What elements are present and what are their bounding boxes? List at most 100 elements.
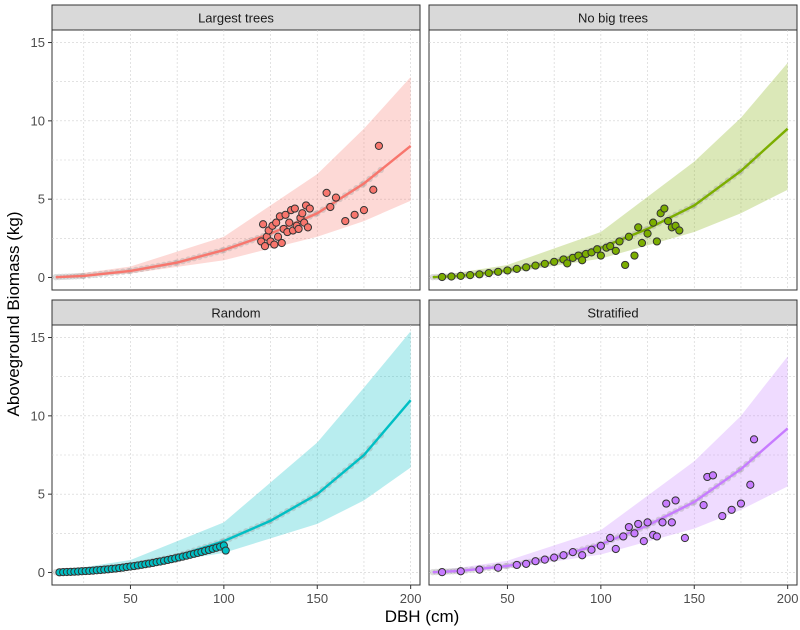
y-tick-label: 0	[38, 270, 45, 285]
sample-point	[634, 519, 643, 529]
sample-point	[512, 560, 521, 570]
sample-point	[578, 256, 587, 265]
sample-point	[662, 499, 671, 508]
sample-point	[611, 544, 620, 554]
sample-point	[593, 245, 602, 254]
x-tick-label: 100	[213, 591, 235, 606]
y-axis-title: Aboveground Biomass (kg)	[4, 211, 23, 416]
sample-point	[350, 210, 359, 219]
sample-point	[639, 537, 648, 546]
panel-title: Random	[211, 306, 260, 321]
sample-point	[522, 559, 531, 568]
x-tick-label: 200	[400, 591, 422, 606]
sample-point	[675, 226, 684, 235]
sample-point	[221, 546, 230, 555]
sample-point	[596, 541, 605, 550]
sample-point	[749, 435, 759, 444]
sample-point	[727, 505, 736, 514]
sample-point	[298, 209, 307, 218]
panel-largest-trees: Largest trees 0 5 10 15	[31, 4, 421, 291]
panel-strip	[51, 299, 421, 326]
sample-point	[359, 206, 369, 215]
sample-point	[637, 238, 647, 248]
sample-point	[540, 555, 549, 564]
panel-title: Largest trees	[198, 11, 274, 26]
x-axis-title: DBH (cm)	[385, 607, 460, 626]
sample-point	[559, 551, 568, 560]
sample-point	[643, 229, 652, 238]
y-tick-label: 10	[31, 408, 45, 423]
background-point	[429, 273, 436, 281]
sample-point	[624, 522, 633, 532]
sample-point	[621, 260, 630, 270]
sample-point	[587, 545, 596, 554]
sample-point	[475, 565, 484, 574]
panel-strip	[51, 4, 421, 31]
sample-point	[667, 518, 676, 527]
sample-point	[630, 529, 639, 538]
x-tick-label: 100	[590, 591, 612, 606]
sample-point	[746, 480, 755, 489]
sample-point	[680, 533, 690, 543]
x-tick-label: 50	[500, 591, 514, 606]
confidence-band	[432, 356, 788, 573]
sample-point	[718, 511, 727, 521]
sample-point	[260, 242, 270, 251]
sample-point	[708, 471, 718, 480]
fit-line	[55, 144, 412, 279]
y-tick-label: 15	[31, 35, 45, 50]
sample-point	[578, 551, 587, 560]
sample-point	[611, 246, 620, 255]
sample-point	[305, 204, 314, 213]
sample-point	[484, 268, 493, 278]
sample-point	[326, 202, 335, 212]
sample-point	[437, 272, 447, 282]
sample-point	[568, 548, 577, 557]
sample-point	[341, 216, 350, 226]
sample-point	[606, 242, 615, 251]
confidence-band	[55, 76, 411, 278]
sample-point	[369, 185, 378, 194]
sample-point	[456, 567, 465, 576]
sample-point	[596, 251, 605, 260]
sample-point	[630, 251, 639, 260]
panel-title: No big trees	[578, 11, 649, 26]
sample-point	[322, 188, 331, 197]
sample-point	[272, 218, 281, 227]
x-tick-label: 150	[306, 591, 328, 606]
x-tick-label: 150	[683, 591, 705, 606]
sample-point	[503, 266, 512, 275]
sample-point	[294, 224, 303, 234]
sample-point	[447, 272, 456, 281]
sample-point	[374, 141, 384, 151]
sample-point	[437, 568, 447, 577]
sample-point	[331, 193, 341, 202]
sample-point	[512, 264, 521, 273]
sample-point	[270, 240, 279, 249]
sample-point	[258, 220, 268, 229]
sample-point	[540, 259, 549, 268]
sample-point	[664, 216, 673, 226]
sample-point	[277, 238, 286, 248]
sample-point	[531, 557, 540, 566]
confidence-band	[432, 62, 788, 278]
confidence-band	[55, 331, 411, 573]
sample-point	[494, 267, 503, 276]
x-tick-label: 200	[777, 591, 799, 606]
panel-no-big-trees: No big trees	[428, 4, 798, 291]
sample-point	[652, 532, 661, 541]
sample-point	[643, 518, 652, 527]
y-tick-label: 5	[38, 192, 45, 207]
sample-point	[273, 232, 283, 241]
background-point	[429, 568, 436, 576]
sample-point	[465, 271, 475, 280]
sample-point	[699, 501, 708, 510]
sample-point	[624, 232, 633, 241]
sample-point	[522, 263, 531, 272]
panel-stratified: Stratified 50 100 150 200	[428, 299, 799, 606]
sample-point	[606, 533, 615, 543]
sample-point	[531, 261, 540, 270]
sample-point	[671, 496, 680, 505]
sample-point	[658, 518, 667, 527]
sample-point	[660, 204, 669, 213]
